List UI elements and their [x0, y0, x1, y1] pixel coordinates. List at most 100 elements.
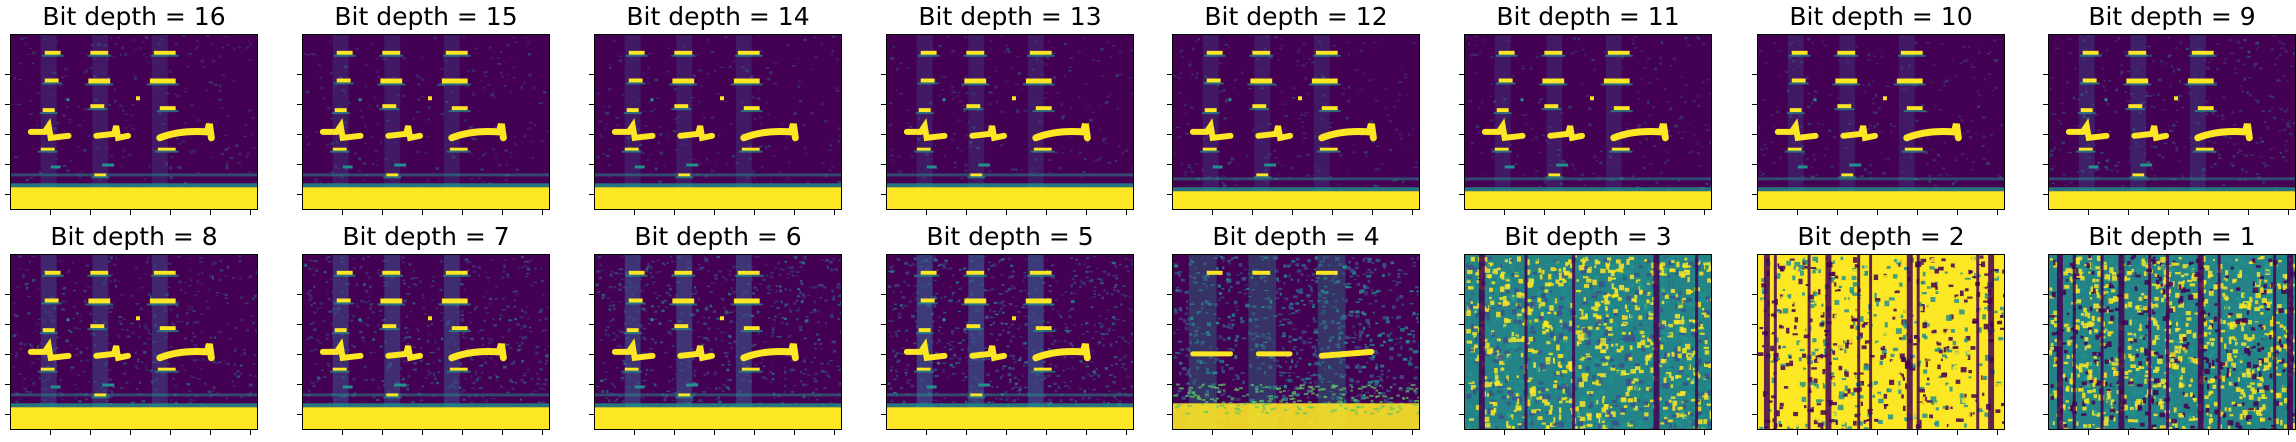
- spectrogram-graphic: [1173, 35, 1419, 209]
- y-tick: [1752, 194, 1757, 195]
- panel-title: Bit depth = 10: [1757, 2, 2005, 32]
- spectrogram-graphic: [1758, 35, 2004, 209]
- spectrogram-image: [302, 254, 550, 430]
- x-tick: [1704, 430, 1705, 435]
- x-tick: [502, 210, 503, 215]
- x-tick: [714, 430, 715, 435]
- x-tick: [1086, 430, 1087, 435]
- x-tick: [2288, 430, 2289, 435]
- x-tick: [1877, 430, 1878, 435]
- x-tick: [1292, 210, 1293, 215]
- x-tick: [1292, 430, 1293, 435]
- x-tick: [1917, 430, 1918, 435]
- x-tick: [754, 430, 755, 435]
- x-tick: [90, 430, 91, 435]
- panel-title: Bit depth = 1: [2048, 222, 2296, 252]
- y-tick: [1752, 384, 1757, 385]
- x-tick: [1704, 210, 1705, 215]
- panel-title: Bit depth = 8: [10, 222, 258, 252]
- panel-title: Bit depth = 9: [2048, 2, 2296, 32]
- y-tick: [2043, 324, 2048, 325]
- spectrogram-graphic: [1173, 255, 1419, 429]
- spectrogram-panel: Bit depth = 1: [2048, 222, 2296, 442]
- x-tick: [794, 430, 795, 435]
- x-tick: [966, 210, 967, 215]
- y-tick: [881, 194, 886, 195]
- spectrogram-graphic: [2049, 35, 2295, 209]
- y-tick: [1752, 134, 1757, 135]
- x-tick: [926, 210, 927, 215]
- spectrogram-panel: Bit depth = 9: [2048, 2, 2296, 222]
- y-tick: [1752, 74, 1757, 75]
- y-tick: [881, 74, 886, 75]
- y-tick: [1752, 414, 1757, 415]
- x-tick: [1212, 210, 1213, 215]
- x-tick: [1877, 210, 1878, 215]
- x-tick: [210, 210, 211, 215]
- spectrogram-graphic: [303, 35, 549, 209]
- x-tick: [462, 430, 463, 435]
- y-tick: [5, 354, 10, 355]
- y-tick: [1167, 414, 1172, 415]
- x-tick: [50, 210, 51, 215]
- x-tick: [170, 210, 171, 215]
- x-tick: [382, 210, 383, 215]
- x-tick: [342, 430, 343, 435]
- spectrogram-graphic: [1465, 255, 1711, 429]
- panel-title: Bit depth = 16: [10, 2, 258, 32]
- x-tick: [1837, 210, 1838, 215]
- spectrogram-graphic: [303, 255, 549, 429]
- x-tick: [674, 430, 675, 435]
- x-tick: [1584, 210, 1585, 215]
- y-tick: [1752, 294, 1757, 295]
- x-tick: [1126, 430, 1127, 435]
- spectrogram-image: [1172, 34, 1420, 210]
- y-tick: [297, 74, 302, 75]
- x-tick: [90, 210, 91, 215]
- panel-title: Bit depth = 5: [886, 222, 1134, 252]
- x-tick: [170, 430, 171, 435]
- y-tick: [881, 414, 886, 415]
- y-tick: [589, 294, 594, 295]
- x-tick: [1997, 210, 1998, 215]
- y-tick: [1752, 324, 1757, 325]
- spectrogram-panel: Bit depth = 10: [1757, 2, 2005, 222]
- x-tick: [1212, 430, 1213, 435]
- y-tick: [881, 134, 886, 135]
- x-tick: [1624, 210, 1625, 215]
- y-tick: [297, 414, 302, 415]
- x-tick: [2128, 210, 2129, 215]
- y-tick: [297, 164, 302, 165]
- y-tick: [881, 354, 886, 355]
- panel-title: Bit depth = 2: [1757, 222, 2005, 252]
- y-tick: [1459, 74, 1464, 75]
- x-tick: [2168, 210, 2169, 215]
- y-tick: [1459, 194, 1464, 195]
- spectrogram-image: [1757, 34, 2005, 210]
- spectrogram-panel: Bit depth = 5: [886, 222, 1134, 442]
- x-tick: [1252, 430, 1253, 435]
- y-tick: [1167, 74, 1172, 75]
- y-tick: [589, 74, 594, 75]
- x-tick: [462, 210, 463, 215]
- x-tick: [1664, 430, 1665, 435]
- spectrogram-image: [1464, 254, 1712, 430]
- y-tick: [2043, 294, 2048, 295]
- x-tick: [1624, 430, 1625, 435]
- x-tick: [926, 430, 927, 435]
- x-tick: [1917, 210, 1918, 215]
- spectrogram-panel: Bit depth = 6: [594, 222, 842, 442]
- x-tick: [1372, 210, 1373, 215]
- x-tick: [130, 210, 131, 215]
- y-tick: [1459, 294, 1464, 295]
- spectrogram-panel: Bit depth = 4: [1172, 222, 1420, 442]
- y-tick: [589, 134, 594, 135]
- y-tick: [589, 194, 594, 195]
- y-tick: [1459, 324, 1464, 325]
- x-tick: [502, 430, 503, 435]
- y-tick: [2043, 194, 2048, 195]
- x-tick: [714, 210, 715, 215]
- y-tick: [589, 164, 594, 165]
- y-tick: [589, 384, 594, 385]
- y-tick: [1752, 104, 1757, 105]
